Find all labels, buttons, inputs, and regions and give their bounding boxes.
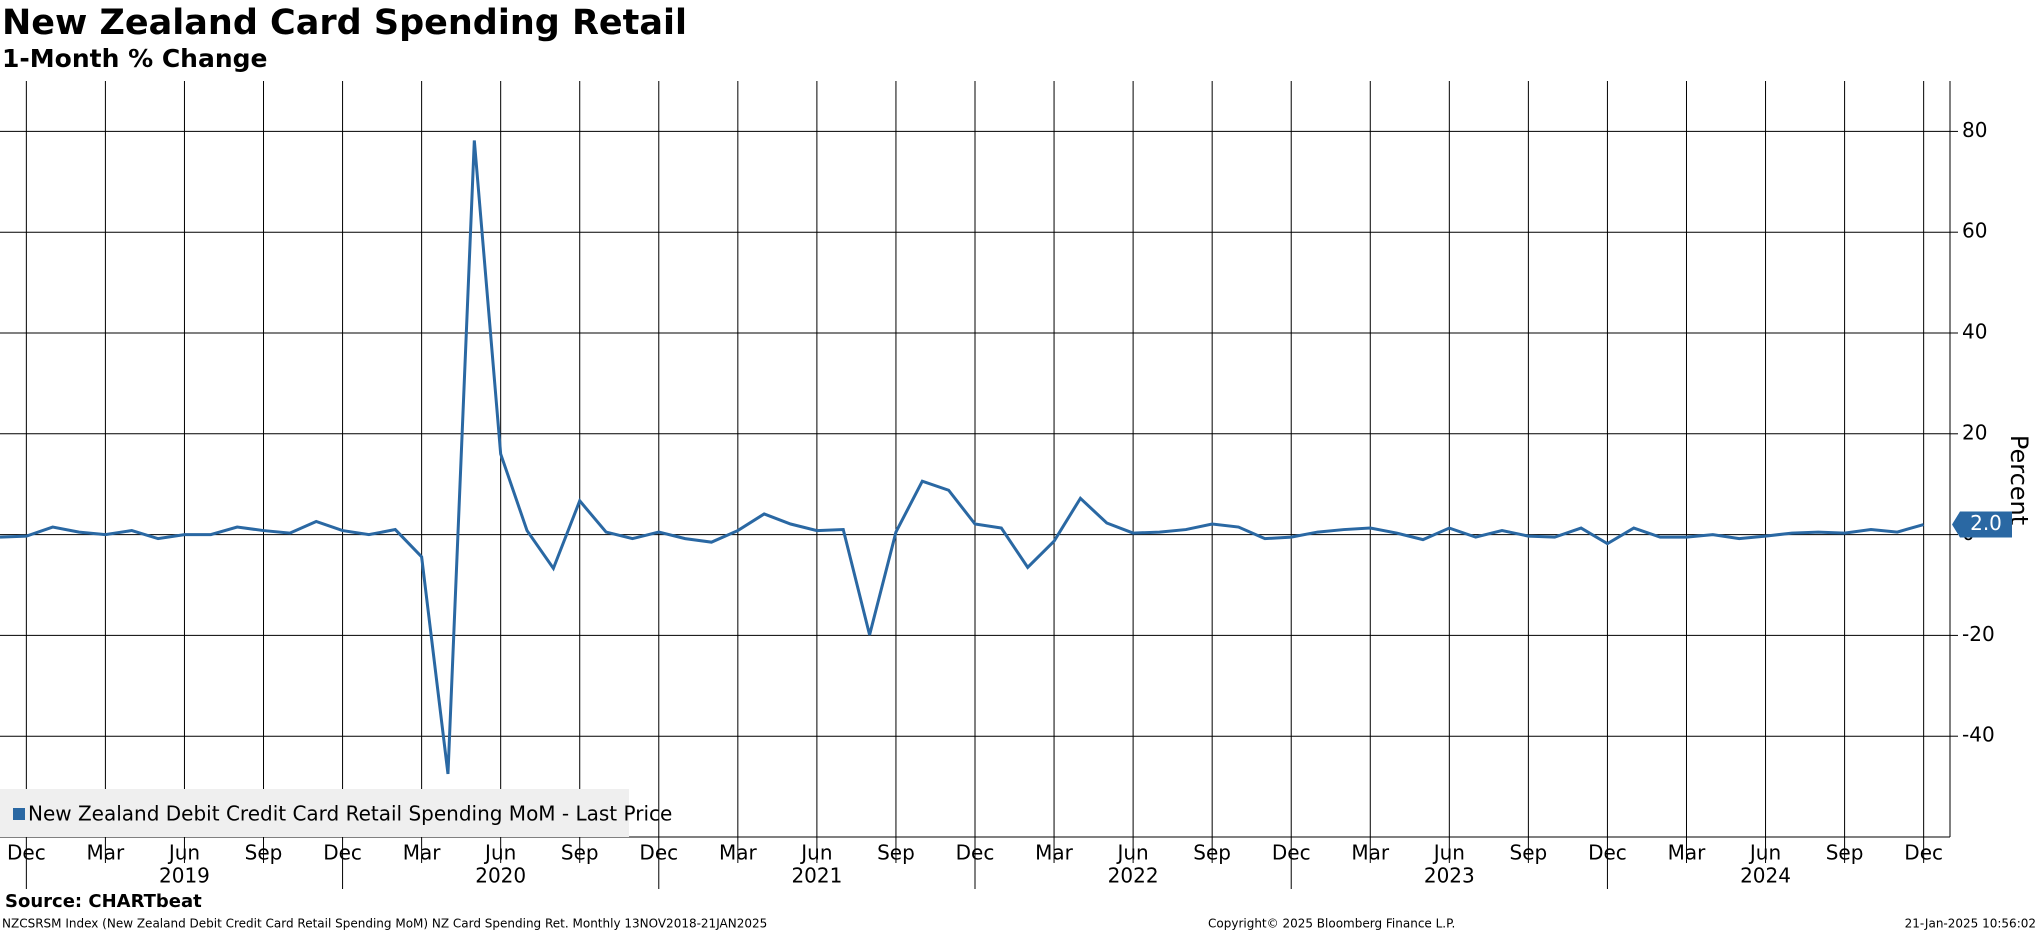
x-tick-label: Dec <box>1588 841 1627 865</box>
y-tick-label: 40 <box>1962 320 1987 344</box>
legend-box <box>0 789 629 837</box>
x-tick-label: Sep <box>561 841 599 865</box>
year-label: 2023 <box>1424 864 1475 888</box>
x-tick-label: Mar <box>1351 841 1390 865</box>
x-tick-label: Jun <box>799 841 832 865</box>
y-tick-label: 60 <box>1962 219 1987 243</box>
x-tick-label: Sep <box>1193 841 1231 865</box>
x-tick-label: Sep <box>877 841 915 865</box>
legend-label: New Zealand Debit Credit Card Retail Spe… <box>28 802 672 826</box>
x-tick-label: Mar <box>87 841 126 865</box>
copyright: Copyright© 2025 Bloomberg Finance L.P. <box>1208 917 1455 931</box>
source: Source: CHARTbeat <box>5 891 202 912</box>
x-tick-label: Dec <box>1272 841 1311 865</box>
x-tick-label: Mar <box>719 841 758 865</box>
x-tick-label: Sep <box>1510 841 1548 865</box>
x-tick-label: Sep <box>1826 841 1864 865</box>
timestamp: 21-Jan-2025 10:56:02 <box>1905 917 2036 931</box>
last-value-box <box>1952 511 2012 538</box>
legend-swatch <box>13 808 25 820</box>
chart-title: New Zealand Card Spending Retail <box>2 3 687 43</box>
data-line <box>0 140 1925 775</box>
y-tick-label: 20 <box>1962 420 1987 444</box>
x-tick-label: Dec <box>323 841 362 865</box>
x-tick-label: Jun <box>1432 841 1465 865</box>
year-label: 2019 <box>159 864 210 888</box>
y-tick-label: -40 <box>1962 723 1995 747</box>
year-label: 2022 <box>1108 864 1159 888</box>
chart-subtitle: 1-Month % Change <box>2 44 268 73</box>
year-label: 2024 <box>1740 864 1791 888</box>
x-tick-label: Dec <box>1904 841 1943 865</box>
x-tick-label: Jun <box>1748 841 1781 865</box>
x-tick-label: Mar <box>403 841 442 865</box>
x-tick-label: Mar <box>1668 841 1707 865</box>
year-label: 2021 <box>791 864 842 888</box>
x-tick-label: Jun <box>483 841 516 865</box>
x-tick-label: Dec <box>639 841 678 865</box>
last-value-label: 2.0 <box>1970 511 2002 535</box>
x-tick-label: Sep <box>245 841 283 865</box>
x-tick-label: Jun <box>1115 841 1148 865</box>
year-label: 2020 <box>475 864 526 888</box>
footnote: NZCSRSM Index (New Zealand Debit Credit … <box>2 917 767 931</box>
x-tick-label: Dec <box>956 841 995 865</box>
x-tick-label: Jun <box>167 841 200 865</box>
x-tick-label: Dec <box>7 841 46 865</box>
y-tick-label: -20 <box>1962 622 1995 646</box>
y-tick-label: 80 <box>1962 118 1987 142</box>
x-tick-label: Mar <box>1035 841 1074 865</box>
y-axis-label: Percent <box>2005 435 2033 525</box>
